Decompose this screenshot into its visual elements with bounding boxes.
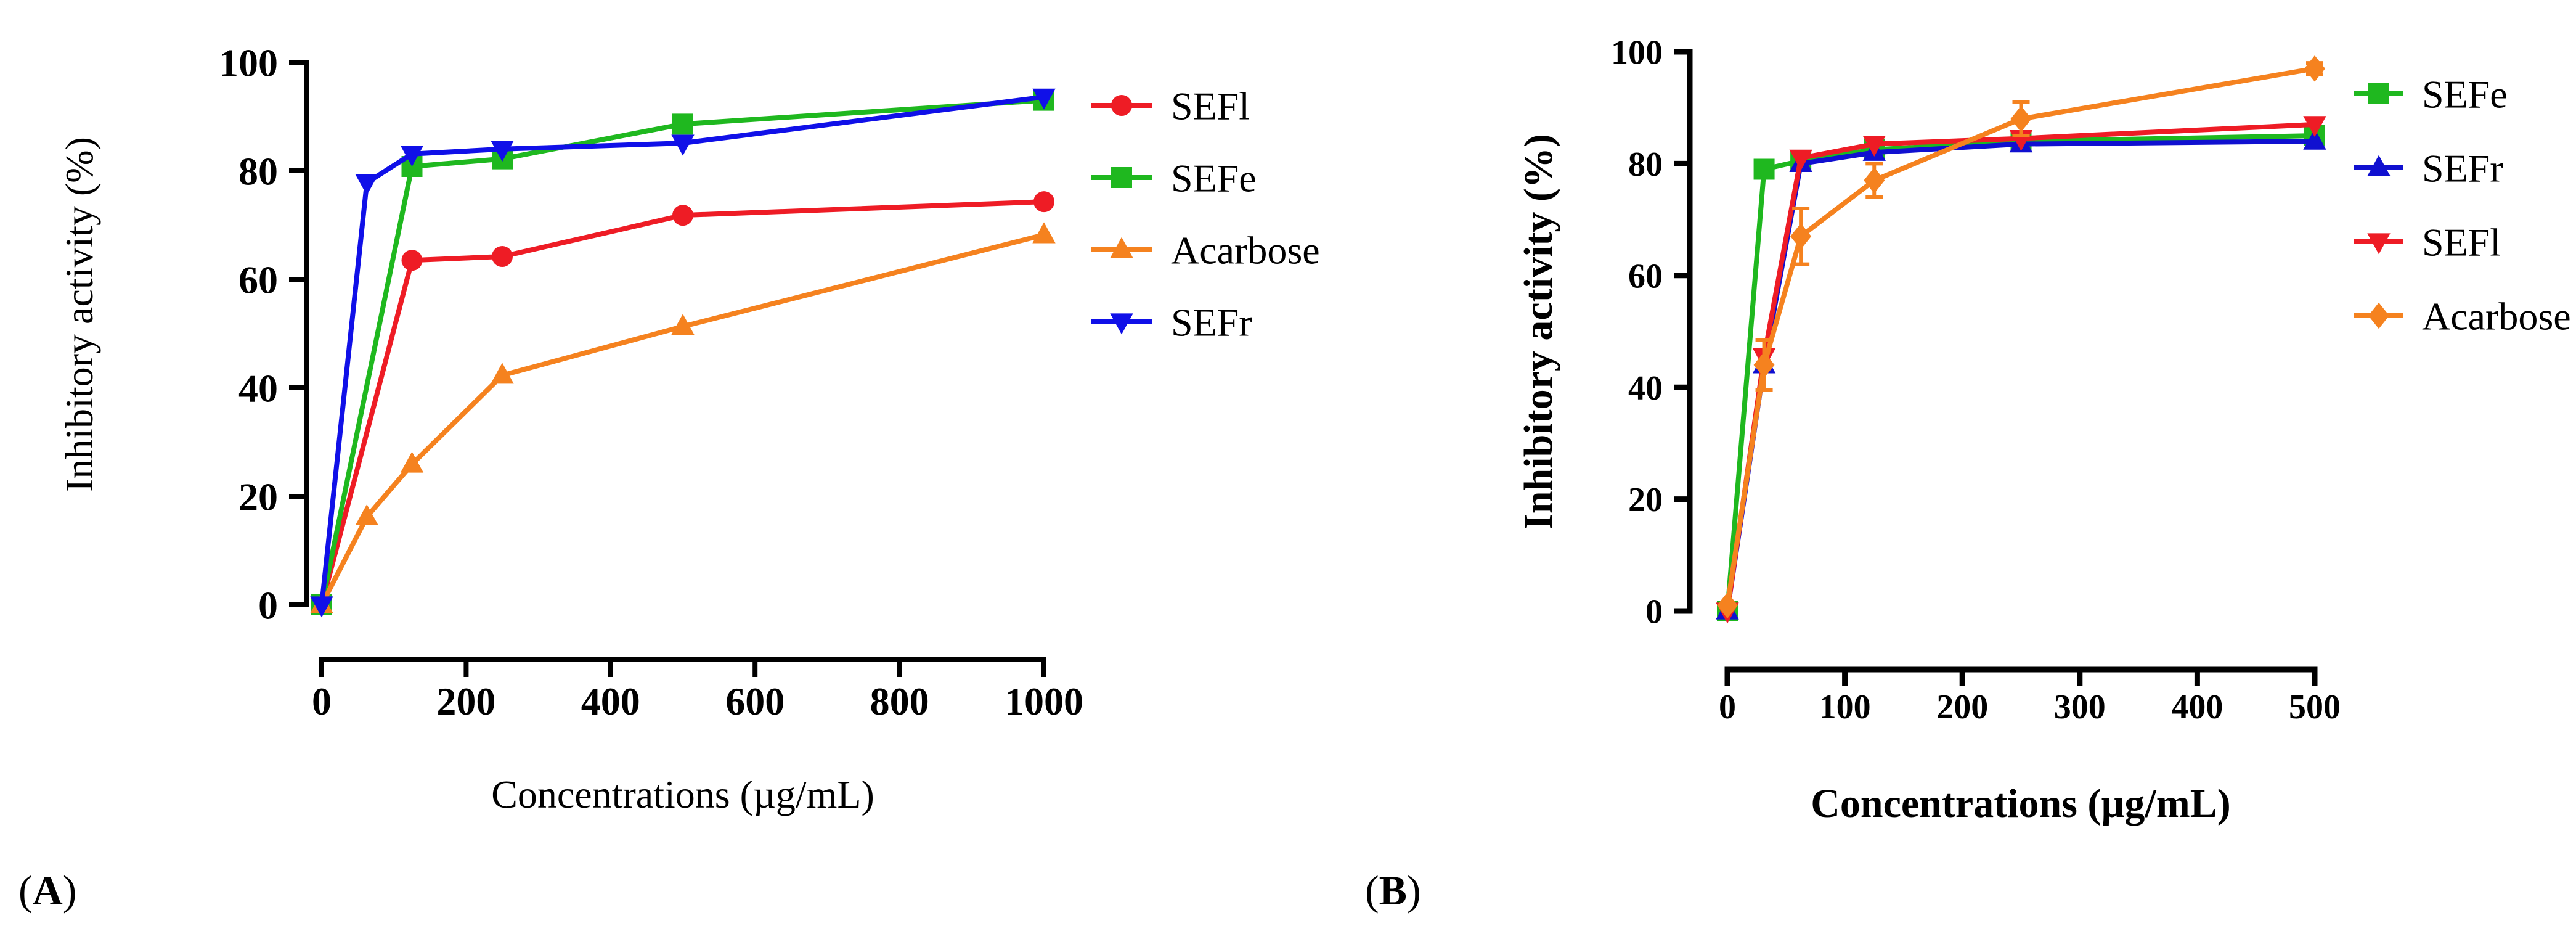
y-tick-label: 60	[238, 258, 278, 301]
y-tick-label: 0	[258, 583, 278, 627]
series-sefe	[1717, 125, 2325, 621]
data-point	[2304, 55, 2325, 82]
series-line	[319, 97, 1045, 605]
x-tick-label: 0	[312, 679, 332, 723]
x-tick-label: 100	[1819, 688, 1871, 726]
y-tick-label: 20	[1628, 481, 1663, 519]
data-point	[1032, 222, 1056, 244]
series-sefl	[1716, 116, 2326, 624]
legend-marker	[2368, 302, 2389, 329]
y-tick-label: 100	[1611, 34, 1663, 72]
legend-marker	[2368, 83, 2389, 104]
series-acarbose	[1717, 55, 2325, 619]
x-tick-label: 800	[870, 679, 929, 723]
x-axis-title: Concentrations (µg/mL)	[1811, 781, 2230, 826]
x-tick-label: 300	[2054, 688, 2106, 726]
x-tick-label: 500	[2289, 688, 2341, 726]
x-tick-label: 400	[581, 679, 640, 723]
y-tick-label: 40	[1628, 369, 1663, 408]
data-point	[1789, 149, 1812, 171]
x-tick-label: 200	[436, 679, 495, 723]
chart-b: 0 20 40 60 80 100 0 100 200 300 400 500 Concentratio…	[1516, 34, 2571, 826]
series-sefr	[310, 88, 1056, 618]
legend-label: SEFe	[2422, 72, 2508, 116]
data-point	[1862, 136, 1886, 157]
y-tick-label: 20	[238, 475, 278, 519]
y-tick-label: 100	[219, 41, 278, 84]
legend-label: SEFl	[1171, 84, 1250, 128]
data-point	[400, 146, 424, 167]
series-acarbose	[310, 222, 1056, 613]
data-point	[1790, 223, 1812, 250]
legend-label: SEFr	[2422, 146, 2503, 190]
legend-marker	[1111, 167, 1132, 188]
legend-label: Acarbose	[1171, 228, 1320, 272]
legend-marker	[1111, 95, 1132, 116]
data-point	[1753, 351, 1775, 379]
series-line	[319, 232, 1045, 606]
x-tick-label: 1000	[1005, 679, 1083, 723]
data-point	[401, 250, 423, 271]
series-line	[1725, 121, 2315, 612]
y-tick-label: 60	[1628, 257, 1663, 295]
data-point	[1717, 592, 1738, 619]
x-tick-label: 0	[1719, 688, 1736, 726]
legend-label: Acarbose	[2422, 294, 2571, 338]
x-axis-title: Concentrations (µg/mL)	[491, 773, 874, 816]
data-point	[1864, 167, 1885, 194]
legend-marker	[1110, 237, 1133, 258]
y-tick-label: 80	[1628, 146, 1663, 184]
data-point	[1033, 191, 1054, 213]
legend-marker	[1110, 313, 1133, 335]
legend-label: SEFr	[1171, 300, 1252, 344]
legend-label: SEFe	[1171, 156, 1257, 200]
data-point	[2010, 105, 2032, 133]
panel-label-b: (B)	[1365, 867, 1421, 914]
y-tick-label: 0	[1645, 593, 1663, 631]
data-point	[671, 134, 695, 156]
series-sefl	[311, 191, 1054, 615]
data-point	[491, 363, 514, 384]
series-line	[1725, 139, 2315, 612]
y-tick-label: 80	[238, 149, 278, 193]
series-line	[319, 94, 1045, 605]
data-point	[1753, 158, 1775, 180]
data-point	[1032, 88, 1056, 110]
y-tick-label: 40	[238, 366, 278, 410]
series-line	[1725, 133, 2315, 612]
data-point	[310, 596, 333, 618]
data-point	[2303, 116, 2326, 137]
data-point	[2303, 128, 2326, 150]
x-tick-label: 600	[725, 679, 785, 723]
data-point	[491, 141, 514, 162]
data-point	[672, 113, 693, 135]
x-tick-label: 400	[2171, 688, 2223, 726]
data-point	[672, 205, 693, 226]
legend-marker	[2367, 233, 2391, 255]
data-point	[400, 451, 424, 473]
legend-marker	[2367, 155, 2391, 176]
series-sefe	[311, 89, 1054, 615]
data-point	[671, 314, 695, 335]
series-sefr	[1716, 128, 2326, 620]
data-point	[355, 504, 378, 526]
data-point	[355, 174, 378, 195]
data-point	[492, 246, 513, 268]
legend-label: SEFl	[2422, 220, 2501, 264]
x-tick-label: 200	[1936, 688, 1988, 726]
y-axis-title: Inhibitory activity (%)	[1516, 134, 1561, 530]
panel-label-a: (A)	[18, 867, 77, 914]
series-line	[1725, 66, 2315, 606]
y-axis-title: Inhibitory activity (%)	[57, 137, 101, 492]
